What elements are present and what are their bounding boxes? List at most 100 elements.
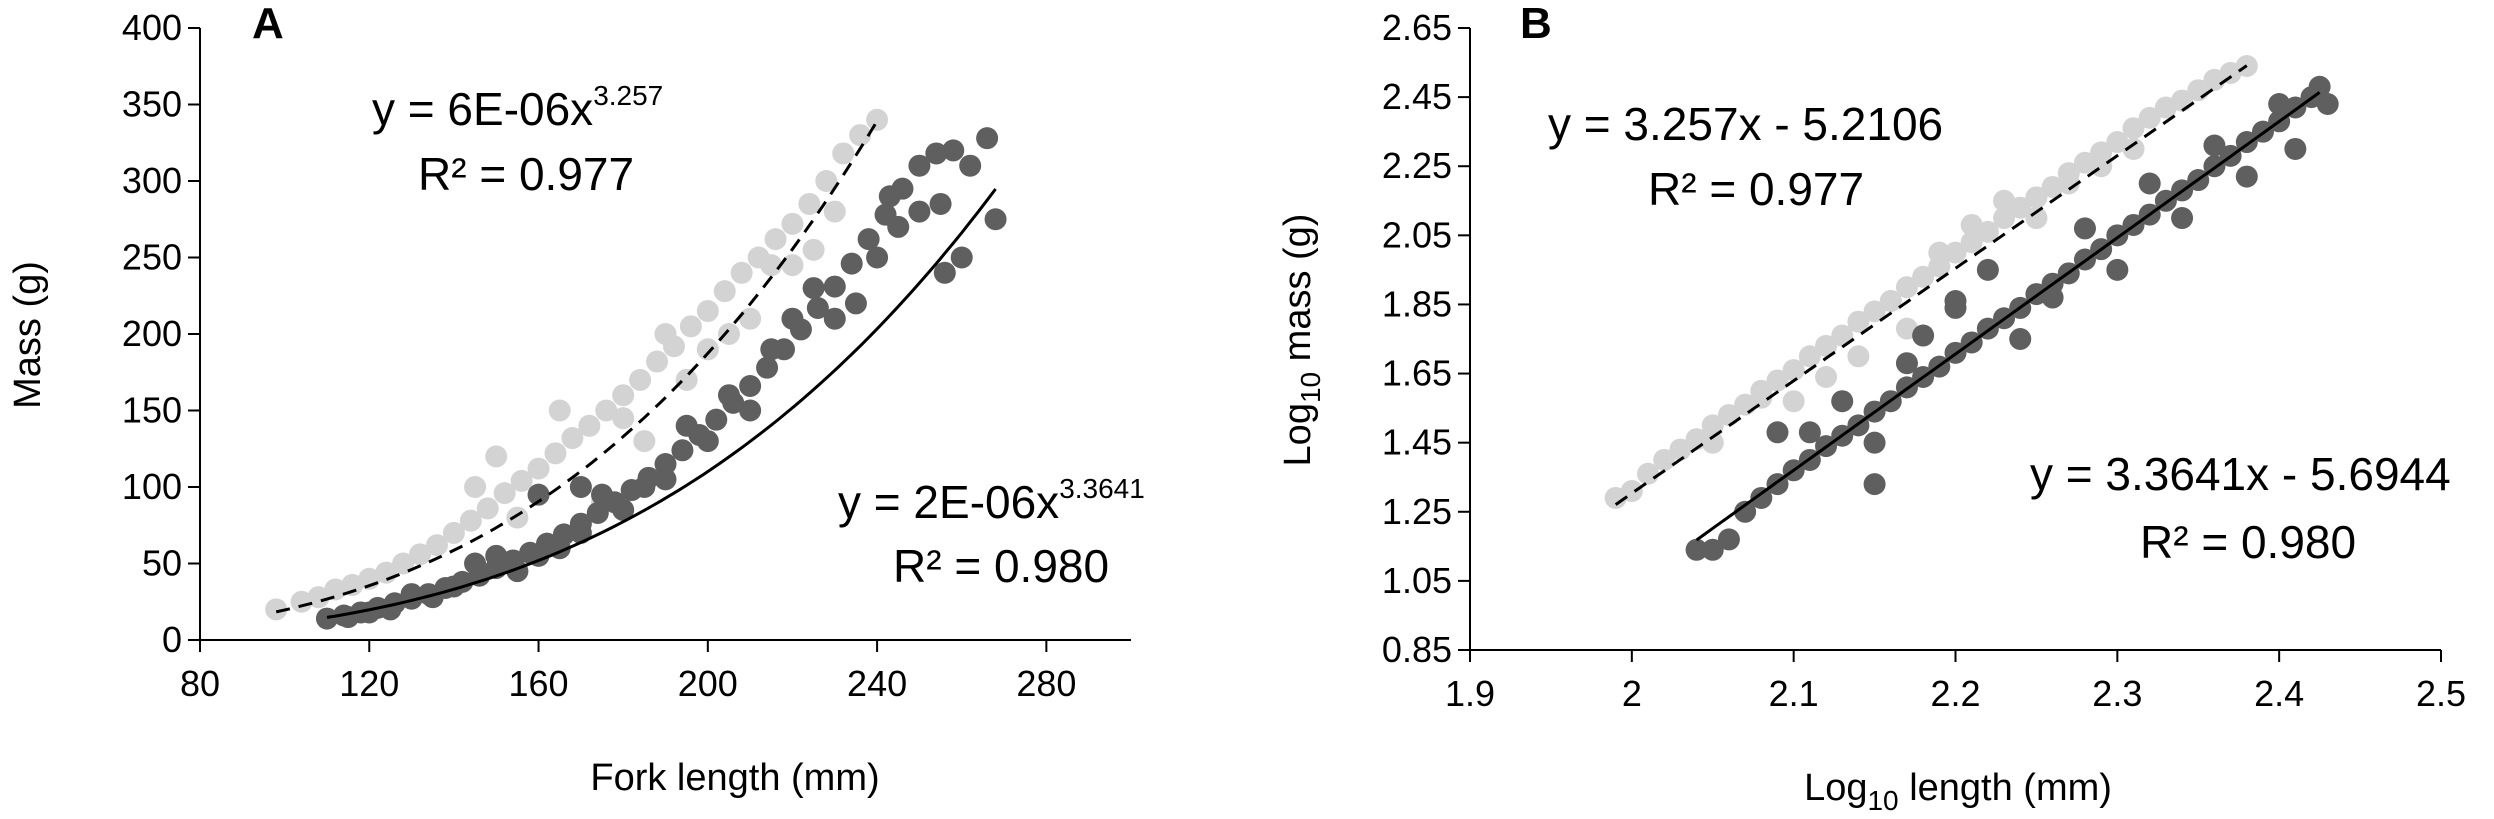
panel-b-y-axis-title-sub: 10 <box>1295 372 1326 403</box>
panel-b-series-2-point <box>2073 217 2096 240</box>
panel-b-y-axis-title-post: mass (g) <box>1277 214 1319 372</box>
panel-b-series-1-point <box>1960 213 1983 236</box>
panel-a-series-2-point <box>654 453 677 476</box>
panel-a-series-2-point <box>942 139 965 162</box>
panel-b-x-tick-label: 1.9 <box>1445 673 1495 714</box>
panel-a-series-1-point <box>442 521 465 544</box>
panel-b-series-1-point <box>2025 207 2048 230</box>
panel-a-series-2-point <box>976 127 999 150</box>
panel-b-x-ticks: 1.9 2 2.1 2.2 2.3 2.4 2.5 <box>1445 650 2466 714</box>
panel-b-series-1-point <box>1847 345 1870 368</box>
panel-a-series-1-point <box>493 482 516 505</box>
panel-b-series-1-point <box>1701 431 1724 454</box>
panel-b-series-1-point <box>1847 310 1870 333</box>
panel-a-series-1-point <box>675 368 698 391</box>
panel-b-x-axis-title: Log10 length (mm) <box>1804 767 2112 814</box>
panel-b-y-axis-title-pre: Log <box>1277 403 1319 466</box>
panel-a-x-axis-title: Fork length (mm) <box>590 757 879 799</box>
panel-b-series-2-point <box>1831 390 1854 413</box>
panel-b-points <box>1604 55 2339 561</box>
panel-a-series-2-point <box>866 246 889 269</box>
panel-a-series-2-point <box>315 607 338 630</box>
panel-b-series-1-point <box>1831 324 1854 347</box>
panel-a-eq1-base: y = 6E-06x <box>372 83 593 135</box>
panel-a-series-1-point <box>832 142 855 165</box>
panel-a-series-1-point <box>633 430 656 453</box>
panel-a-eq2-exponent: 3.3641 <box>1059 473 1145 504</box>
panel-b-series-1-point <box>2138 106 2161 129</box>
panel-a-series-2-point <box>840 252 863 275</box>
panel-a-series-1-point <box>459 509 482 532</box>
panel-a-points <box>265 108 1007 630</box>
panel-a-series-1-point <box>510 469 533 492</box>
panel-b-series-2-point <box>1798 421 1821 444</box>
panel-b-series-1-point <box>1895 276 1918 299</box>
panel-a-series-1-point <box>341 573 364 596</box>
panel-a-series-1-point <box>798 192 821 215</box>
panel-a-eq1: y = 6E-06x3.257 <box>372 80 663 135</box>
panel-b-series-1-point <box>1637 462 1660 485</box>
panel-b-series-2-trendline <box>1695 91 2321 542</box>
panel-a-y-tick-label: 100 <box>122 466 182 507</box>
panel-a-series-1-point <box>823 200 846 223</box>
panel-b-series-2-point <box>2308 75 2331 98</box>
panel-b-x-tick-label: 2.2 <box>1930 673 1980 714</box>
panel-b-series-1-point <box>1766 369 1789 392</box>
panel-a-eq2: y = 2E-06x3.3641 <box>838 473 1145 528</box>
panel-a-series-1-point <box>506 506 529 529</box>
panel-a-series-2-point <box>844 292 867 315</box>
panel-b-series-1-point <box>1669 438 1692 461</box>
panel-a-series-1-point <box>548 399 571 422</box>
panel-a-y-tick-label: 300 <box>122 160 182 201</box>
panel-b-series-1-point <box>1815 334 1838 357</box>
panel-a-y-tick-label: 350 <box>122 84 182 125</box>
panel-b-series-2-point <box>1734 500 1757 523</box>
panel-a-series-2-point <box>358 601 381 624</box>
panel-a-series-2-point <box>950 246 973 269</box>
panel-a-series-2-point <box>984 208 1007 231</box>
panel-b-x-axis-title-sub: 10 <box>1867 785 1898 814</box>
panel-b-y-tick-label: 1.65 <box>1382 353 1452 394</box>
panel-a-series-2-point <box>823 275 846 298</box>
panel-a-series-1-point <box>324 578 347 601</box>
panel-a-series-2-point <box>337 606 360 629</box>
panel-a-series-2-point <box>929 192 952 215</box>
panel-a-series-1-point <box>612 384 635 407</box>
panel-b-series-1-point <box>1944 241 1967 264</box>
panel-a-series-2-point <box>586 502 609 525</box>
panel-a-x-tick-label: 120 <box>339 663 399 704</box>
panel-a-series-2-point <box>739 399 762 422</box>
panel-a-series-2-point <box>654 468 677 491</box>
panel-a-series-1-point <box>425 534 448 557</box>
panel-b-series-1-point <box>1653 448 1676 471</box>
panel-b-series-2-point <box>2171 207 2194 230</box>
panel-a-series-1-point <box>717 323 740 345</box>
panel-b-letter: B <box>1520 0 1552 48</box>
panel-a-series-1-point <box>713 280 736 303</box>
panel-a-series-2-point <box>569 521 592 544</box>
panel-b-series-1-point <box>2057 172 2080 195</box>
panel-a-series-1-point <box>760 254 783 277</box>
panel-b-series-1-point <box>1928 241 1951 264</box>
panel-b-y-tick-label: 2.05 <box>1382 214 1452 255</box>
panel-b-x-tick-label: 2.3 <box>2092 673 2142 714</box>
panel-a-series-2-point <box>760 338 783 361</box>
panel-b-series-1-point <box>2122 117 2145 140</box>
panel-a-series-1-point <box>392 552 415 575</box>
panel-a-series-1-point <box>476 497 499 520</box>
panel-a-x-tick-label: 80 <box>180 663 220 704</box>
panel-a-series-2-point <box>464 552 487 575</box>
panel-a-series-1-point <box>679 315 702 338</box>
panel-b-y-axis-title: Log10 mass (g) <box>1277 214 1326 467</box>
panel-b-y-tick-label: 1.45 <box>1382 422 1452 463</box>
panel-a-series-1-point <box>815 170 838 192</box>
panel-b-y-ticks: 0.85 1.05 1.25 1.45 1.65 1.85 2.05 2.25 2.45 2.65 <box>1382 7 1470 670</box>
panel-a-series-1-point <box>696 338 719 361</box>
panel-a-series-2-point <box>878 185 901 208</box>
panel-a-series-2-point <box>781 307 804 330</box>
panel-a-series-2-point <box>959 154 982 177</box>
panel-a-eq2-base: y = 2E-06x <box>838 476 1059 528</box>
panel-b-y-tick-label: 2.45 <box>1382 76 1452 117</box>
panel-b-series-2-point <box>1685 538 1708 561</box>
panel-b-series-1-point <box>1782 390 1805 413</box>
